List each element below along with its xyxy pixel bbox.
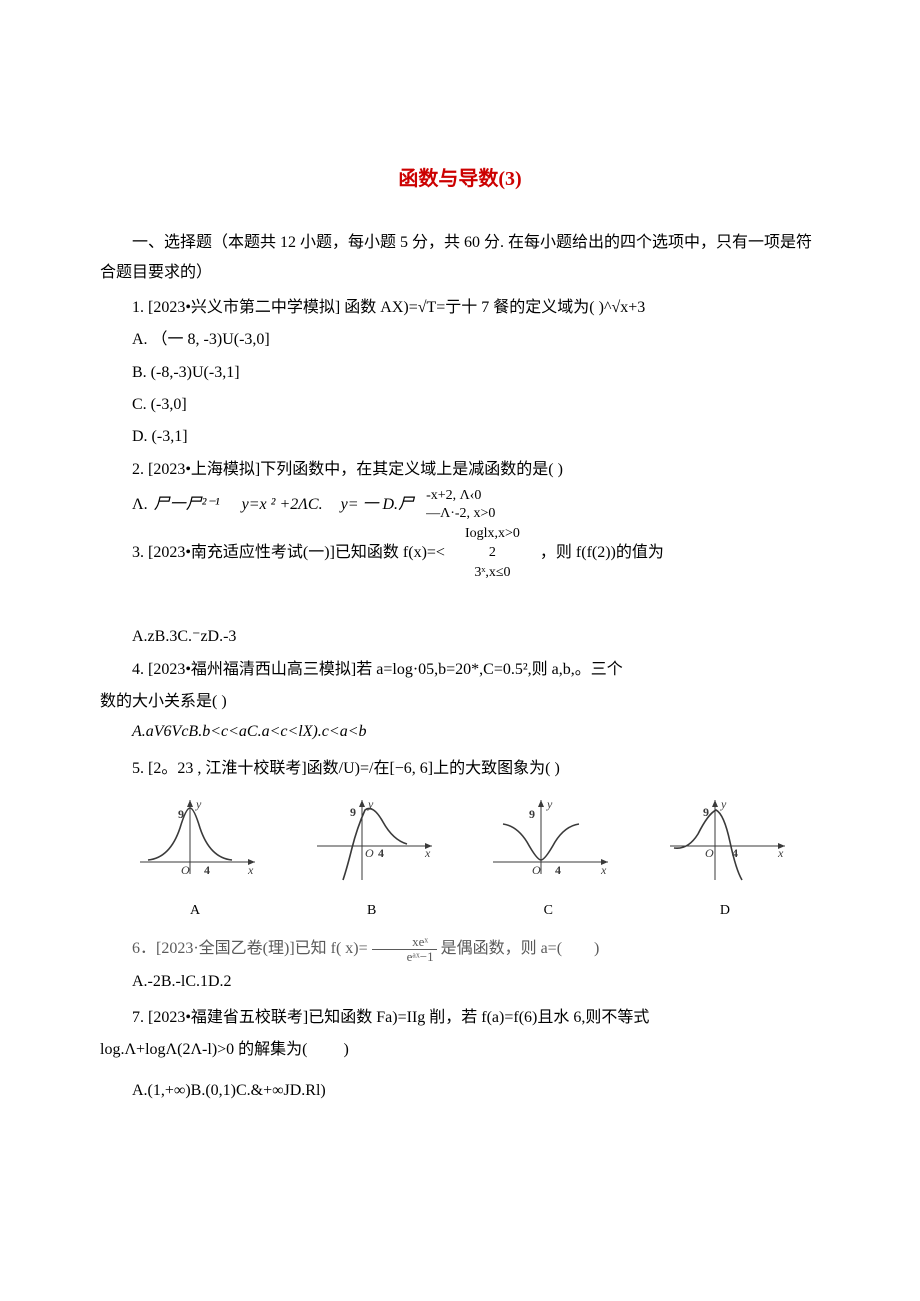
svg-text:x: x xyxy=(247,863,254,877)
svg-text:y: y xyxy=(546,797,553,811)
q2-opt-a-expr: 尸一尸²⁻¹ xyxy=(154,490,220,520)
svg-text:y: y xyxy=(195,797,202,811)
q1-opt-a: A. （一 8, -3)U(-3,0] xyxy=(100,325,820,355)
svg-text:4: 4 xyxy=(378,846,384,860)
q2-options-row: Λ. 尸一尸²⁻¹ y=x ² +2ΛC. y= 一 D.尸 -x+2, Λ‹0… xyxy=(132,487,820,523)
svg-text:x: x xyxy=(777,846,784,860)
q4-stem-text: 4. [2023•福州福清西山高三模拟]若 a=log·05,b=20*,C=0… xyxy=(132,661,623,678)
graph-a-svg: 9 y O 4 x xyxy=(130,794,260,884)
q6-frac-top: xeˣ xyxy=(372,935,437,950)
q1-stem: 1. [2023•兴义市第二中学模拟] 函数 AX)=√T=亍十 7 餐的定义域… xyxy=(100,293,820,323)
q4-opts-text: A.aV6VcB.b<c<aC.a<c<lX).c<a<b xyxy=(132,723,367,740)
svg-text:x: x xyxy=(424,846,431,860)
section-intro: 一、选择题（本题共 12 小题，每小题 5 分，共 60 分. 在每小题给出的四… xyxy=(100,228,820,289)
q6-frac-bot: eᵃˣ−1 xyxy=(372,950,437,964)
q6-lead: 6．[2023·全国乙卷(理)]已知 f( x)= xyxy=(132,940,368,957)
svg-text:O: O xyxy=(705,846,714,860)
q3-row: 3. [2023•南充适应性考试(一)]已知函数 f(x)=< Ioglx,x>… xyxy=(132,524,820,583)
q7-opts: A.(1,+∞)B.(0,1)C.&+∞JD.Rl) xyxy=(100,1076,820,1106)
q3-p2: 2 xyxy=(465,543,520,563)
svg-text:4: 4 xyxy=(732,846,738,860)
svg-text:9: 9 xyxy=(350,805,356,819)
q6-opts: A.-2B.-lC.1D.2 xyxy=(100,967,820,997)
q5-label-c: C xyxy=(483,898,613,925)
svg-text:x: x xyxy=(600,863,607,877)
graph-b-svg: 9 y O 4 x xyxy=(307,794,437,884)
page-title: 函数与导数(3) xyxy=(100,160,820,198)
q2-opt-c: y= 一 D.尸 xyxy=(341,490,414,520)
svg-text:y: y xyxy=(367,797,374,811)
q2-piece2: —Λ·-2, x>0 xyxy=(426,505,495,523)
svg-text:O: O xyxy=(532,863,541,877)
svg-text:4: 4 xyxy=(204,863,210,877)
q3-p1: Ioglx,x>0 xyxy=(465,524,520,544)
svg-text:9: 9 xyxy=(703,805,709,819)
q3-opts: A.zB.3C.⁻zD.-3 xyxy=(100,622,820,652)
q4-stem2: 数的大小关系是( ) xyxy=(100,687,820,717)
q5-label-d: D xyxy=(660,898,790,925)
q5-graph-b: 9 y O 4 x B xyxy=(307,794,437,924)
svg-text:9: 9 xyxy=(529,807,535,821)
q5-stem: 5. [2。23 , 江淮十校联考]函数/U)=/在[−6, 6]上的大致图象为… xyxy=(100,754,820,784)
q2-opt-b: y=x ² +2ΛC. xyxy=(242,490,323,520)
q7-stem: 7. [2023•福建省五校联考]已知函数 Fa)=IIg 削，若 f(a)=f… xyxy=(100,1003,820,1033)
q5-label-b: B xyxy=(307,898,437,925)
svg-text:9: 9 xyxy=(178,807,184,821)
q5-label-a: A xyxy=(130,898,260,925)
graph-d-svg: 9 y O 4 x xyxy=(660,794,790,884)
q5-graph-c: 9 y O 4 x C xyxy=(483,794,613,924)
svg-text:O: O xyxy=(181,863,190,877)
q2-piece1: -x+2, Λ‹0 xyxy=(426,487,495,505)
svg-text:O: O xyxy=(365,846,374,860)
q5-graph-d: 9 y O 4 x D xyxy=(660,794,790,924)
q1-opt-d: D. (-3,1] xyxy=(100,422,820,452)
q6-stem: 6．[2023·全国乙卷(理)]已知 f( x)= xeˣ eᵃˣ−1 是偶函数… xyxy=(100,934,820,964)
q4-stem: 4. [2023•福州福清西山高三模拟]若 a=log·05,b=20*,C=0… xyxy=(100,655,820,685)
q3-piecewise: Ioglx,x>0 2 3ˣ,x≤0 xyxy=(465,524,520,583)
q5-graphs: 9 y O 4 x A 9 y O 4 x B 9 xyxy=(130,794,790,924)
q5-graph-a: 9 y O 4 x A xyxy=(130,794,260,924)
graph-c-svg: 9 y O 4 x xyxy=(483,794,613,884)
q6-tail: 是偶函数，则 a=( ) xyxy=(441,940,600,957)
q1-opt-b: B. (-8,-3)U(-3,1] xyxy=(100,358,820,388)
q4-opts: A.aV6VcB.b<c<aC.a<c<lX).c<a<b xyxy=(100,717,820,747)
q2-piecewise: -x+2, Λ‹0 —Λ·-2, x>0 xyxy=(426,487,495,523)
q1-opt-c: C. (-3,0] xyxy=(100,390,820,420)
q2-opt-a-label: Λ. xyxy=(132,490,148,520)
q6-fraction: xeˣ eᵃˣ−1 xyxy=(372,935,437,965)
svg-text:y: y xyxy=(720,797,727,811)
q3-tail: ，则 f(f(2))的值为 xyxy=(540,538,664,568)
svg-text:4: 4 xyxy=(555,863,561,877)
q3-p3: 3ˣ,x≤0 xyxy=(465,563,520,583)
q7-stem2: log.Λ+logΛ(2Λ-l)>0 的解集为( ) xyxy=(100,1035,820,1065)
q3-lead: 3. [2023•南充适应性考试(一)]已知函数 f(x)=< xyxy=(132,538,445,568)
q2-stem: 2. [2023•上海模拟]下列函数中，在其定义域上是减函数的是( ) xyxy=(100,455,820,485)
